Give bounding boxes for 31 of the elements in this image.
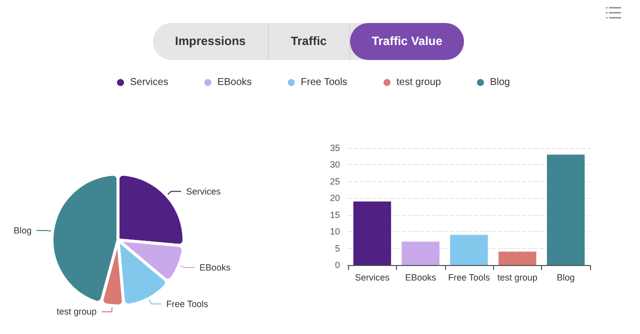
bar (498, 252, 536, 265)
y-tick-label: 0 (334, 260, 340, 270)
slice-label: EBooks (200, 262, 232, 273)
legend-label: EBooks (217, 77, 252, 88)
bar (353, 201, 392, 265)
legend-label: Free Tools (300, 77, 348, 88)
y-tick-label: 15 (330, 210, 340, 220)
x-tick-label: Blog (556, 272, 575, 282)
legend-label: Services (130, 77, 168, 88)
legend-label: test group (396, 77, 442, 88)
slice-label: Blog (14, 226, 32, 236)
text: Traffic Value (350, 23, 464, 60)
x-tick-label: test group (497, 272, 538, 282)
y-tick-label: 35 (330, 143, 340, 153)
bar (450, 234, 488, 265)
y-tick-label: 30 (330, 160, 340, 170)
legend-label: Blog (490, 77, 510, 88)
slice-label: test group (56, 306, 97, 317)
y-tick-label: 25 (330, 176, 340, 186)
text: Impressions (153, 23, 269, 60)
y-tick-label: 20 (330, 193, 340, 204)
x-tick-label: Services (354, 272, 390, 282)
bar (546, 154, 585, 265)
bar (402, 242, 440, 265)
y-tick-label: 10 (330, 226, 340, 237)
text: Traffic (268, 23, 350, 60)
x-tick-label: Free Tools (448, 272, 490, 282)
slice-label: Free Tools (166, 298, 209, 309)
x-tick-label: EBooks (405, 272, 437, 282)
y-tick-label: 5 (334, 243, 340, 254)
slice-label: Services (186, 186, 222, 196)
